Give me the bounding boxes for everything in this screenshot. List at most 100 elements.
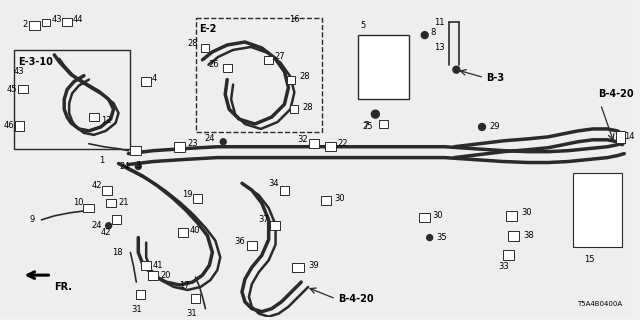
Text: 28: 28 xyxy=(302,103,313,112)
Bar xyxy=(247,241,257,250)
Bar xyxy=(223,64,232,72)
Bar xyxy=(508,231,519,241)
Text: 23: 23 xyxy=(188,139,198,148)
Text: 1: 1 xyxy=(99,156,104,164)
Text: 40: 40 xyxy=(189,226,200,235)
Text: FR.: FR. xyxy=(54,282,72,292)
Bar xyxy=(419,213,430,222)
Bar xyxy=(42,19,51,26)
Text: 28: 28 xyxy=(187,38,198,47)
Text: 25: 25 xyxy=(363,123,373,132)
Bar xyxy=(196,18,322,132)
Bar xyxy=(191,294,200,303)
Bar xyxy=(18,85,28,93)
Circle shape xyxy=(479,124,486,131)
Text: 45: 45 xyxy=(6,85,17,94)
Bar xyxy=(287,76,295,84)
Bar xyxy=(111,215,122,224)
Text: 24: 24 xyxy=(205,134,215,143)
Bar xyxy=(506,211,517,221)
Text: 7: 7 xyxy=(363,121,369,130)
Bar xyxy=(326,142,337,151)
Text: E-2: E-2 xyxy=(200,24,217,34)
Text: 37: 37 xyxy=(258,215,269,224)
Bar xyxy=(62,18,72,26)
Text: 38: 38 xyxy=(524,231,534,240)
Text: 13: 13 xyxy=(434,44,445,52)
Text: 30: 30 xyxy=(334,194,344,203)
Bar xyxy=(15,121,24,131)
Text: 44: 44 xyxy=(73,15,84,24)
Text: 33: 33 xyxy=(499,262,509,271)
Text: 24: 24 xyxy=(92,221,102,230)
Text: E-3-10: E-3-10 xyxy=(18,57,52,67)
Text: 3: 3 xyxy=(136,161,141,170)
Bar xyxy=(379,120,388,128)
Text: 29: 29 xyxy=(489,123,499,132)
Bar xyxy=(321,196,332,204)
Circle shape xyxy=(220,139,226,145)
Text: 46: 46 xyxy=(3,122,14,131)
Text: 15: 15 xyxy=(584,255,595,264)
Circle shape xyxy=(427,235,433,241)
Bar xyxy=(178,228,188,237)
Text: B-4-20: B-4-20 xyxy=(338,294,373,304)
Text: 36: 36 xyxy=(234,237,245,246)
Circle shape xyxy=(106,223,111,229)
Text: 43: 43 xyxy=(51,15,62,24)
Text: 12: 12 xyxy=(100,116,111,124)
Bar xyxy=(280,186,289,195)
Bar xyxy=(264,56,273,64)
Text: 30: 30 xyxy=(522,208,532,217)
Text: 28: 28 xyxy=(300,72,310,81)
Text: 20: 20 xyxy=(160,271,170,280)
Text: 19: 19 xyxy=(182,190,193,199)
Text: 21: 21 xyxy=(118,197,129,206)
Circle shape xyxy=(135,164,141,170)
Bar xyxy=(14,50,131,149)
Bar xyxy=(309,139,319,148)
Bar xyxy=(141,261,151,270)
Bar xyxy=(193,194,202,203)
Text: 17: 17 xyxy=(179,281,189,290)
Bar xyxy=(292,263,304,272)
Text: 4: 4 xyxy=(152,74,157,83)
Text: 9: 9 xyxy=(29,215,35,224)
Text: T5A4B0400A: T5A4B0400A xyxy=(577,301,622,307)
Text: 41: 41 xyxy=(153,261,164,270)
Text: 10: 10 xyxy=(74,198,84,207)
Bar xyxy=(130,146,141,155)
Text: 35: 35 xyxy=(436,233,447,242)
Bar xyxy=(616,131,625,143)
Text: 42: 42 xyxy=(92,181,102,190)
Circle shape xyxy=(453,66,460,73)
Text: 8: 8 xyxy=(431,28,436,37)
Text: 42: 42 xyxy=(100,228,111,237)
Bar xyxy=(573,173,622,247)
Bar xyxy=(83,204,94,212)
Bar xyxy=(148,271,158,280)
Bar xyxy=(174,142,185,152)
Bar xyxy=(29,21,40,30)
Bar xyxy=(89,113,99,121)
Text: 30: 30 xyxy=(433,212,444,220)
Bar xyxy=(141,77,151,86)
Text: 2: 2 xyxy=(22,20,28,29)
Bar xyxy=(269,221,280,230)
Text: 34: 34 xyxy=(268,179,278,188)
Text: 39: 39 xyxy=(308,261,319,270)
Text: B-4-20: B-4-20 xyxy=(598,89,634,99)
Text: 31: 31 xyxy=(186,309,197,318)
Bar xyxy=(136,291,145,299)
Bar xyxy=(291,105,298,113)
Text: 18: 18 xyxy=(112,248,122,257)
Text: 31: 31 xyxy=(131,305,141,314)
Text: 27: 27 xyxy=(275,52,285,61)
Bar xyxy=(503,251,514,260)
Text: 16: 16 xyxy=(289,15,300,24)
Text: 5: 5 xyxy=(360,21,366,30)
Text: 43: 43 xyxy=(14,67,25,76)
Text: 24: 24 xyxy=(120,162,131,171)
Text: 32: 32 xyxy=(298,135,308,144)
Bar xyxy=(358,35,409,99)
